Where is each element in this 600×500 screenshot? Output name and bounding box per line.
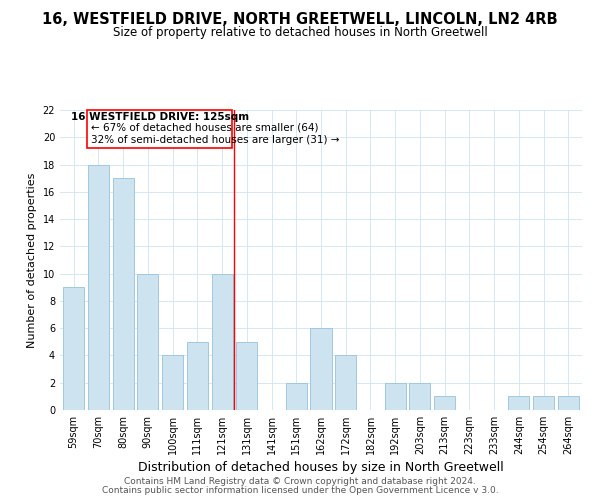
Bar bbox=[236, 342, 257, 410]
Bar bbox=[558, 396, 579, 410]
Bar bbox=[434, 396, 455, 410]
Bar bbox=[310, 328, 332, 410]
Text: 32% of semi-detached houses are larger (31) →: 32% of semi-detached houses are larger (… bbox=[91, 134, 340, 144]
Bar bbox=[113, 178, 134, 410]
Bar bbox=[508, 396, 529, 410]
Text: Contains HM Land Registry data © Crown copyright and database right 2024.: Contains HM Land Registry data © Crown c… bbox=[124, 477, 476, 486]
Bar bbox=[409, 382, 430, 410]
Bar bbox=[335, 356, 356, 410]
FancyBboxPatch shape bbox=[87, 110, 232, 148]
Bar bbox=[286, 382, 307, 410]
Bar bbox=[162, 356, 183, 410]
Text: ← 67% of detached houses are smaller (64): ← 67% of detached houses are smaller (64… bbox=[91, 123, 319, 133]
X-axis label: Distribution of detached houses by size in North Greetwell: Distribution of detached houses by size … bbox=[138, 461, 504, 474]
Text: 16 WESTFIELD DRIVE: 125sqm: 16 WESTFIELD DRIVE: 125sqm bbox=[71, 112, 248, 122]
Bar bbox=[63, 288, 84, 410]
Bar bbox=[88, 164, 109, 410]
Bar bbox=[385, 382, 406, 410]
Y-axis label: Number of detached properties: Number of detached properties bbox=[27, 172, 37, 348]
Text: Size of property relative to detached houses in North Greetwell: Size of property relative to detached ho… bbox=[113, 26, 487, 39]
Text: 16, WESTFIELD DRIVE, NORTH GREETWELL, LINCOLN, LN2 4RB: 16, WESTFIELD DRIVE, NORTH GREETWELL, LI… bbox=[42, 12, 558, 28]
Text: Contains public sector information licensed under the Open Government Licence v : Contains public sector information licen… bbox=[101, 486, 499, 495]
Bar bbox=[533, 396, 554, 410]
Bar bbox=[212, 274, 233, 410]
Bar bbox=[137, 274, 158, 410]
Bar bbox=[187, 342, 208, 410]
